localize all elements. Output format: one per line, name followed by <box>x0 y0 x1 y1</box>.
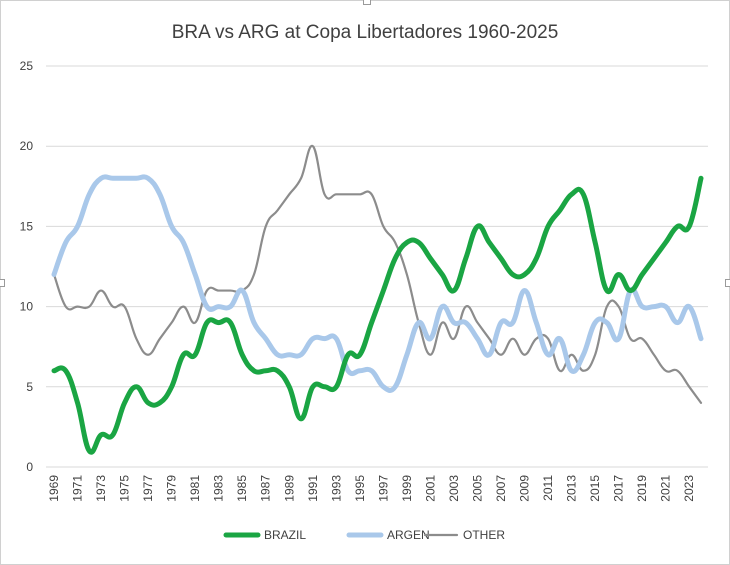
x-tick-label: 2005 <box>470 475 484 502</box>
y-tick-label: 25 <box>20 59 34 73</box>
y-tick-label: 5 <box>26 380 33 394</box>
x-tick-label: 2019 <box>635 475 649 502</box>
y-tick-label: 10 <box>20 300 34 314</box>
y-tick-label: 0 <box>26 460 33 474</box>
x-tick-label: 2021 <box>659 475 673 502</box>
y-tick-label: 15 <box>20 219 34 233</box>
x-tick-label: 1987 <box>259 475 273 502</box>
x-tick-label: 2011 <box>541 475 555 501</box>
x-tick-label: 1979 <box>165 475 179 502</box>
x-tick-label: 1993 <box>329 475 343 502</box>
x-tick-label: 1977 <box>141 475 155 502</box>
x-tick-label: 2017 <box>612 475 626 502</box>
x-tick-label: 2001 <box>423 475 437 502</box>
x-tick-label: 2007 <box>494 475 508 502</box>
x-tick-label: 1997 <box>376 475 390 502</box>
legend: BRAZIL ARGEN OTHER <box>223 528 505 542</box>
y-tick-label: 20 <box>20 139 34 153</box>
resize-handle-top[interactable] <box>363 0 371 5</box>
gridlines <box>46 65 708 468</box>
x-tick-label: 2023 <box>682 475 696 502</box>
resize-handle-left[interactable] <box>0 279 5 287</box>
x-tick-label: 1971 <box>71 475 85 502</box>
x-tick-label: 2015 <box>588 475 602 502</box>
x-tick-label: 1985 <box>235 475 249 502</box>
resize-handle-right[interactable] <box>725 279 730 287</box>
x-tick-label: 2003 <box>447 475 461 502</box>
legend-label-other: OTHER <box>463 528 505 542</box>
x-tick-label: 1973 <box>94 475 108 502</box>
x-tick-label: 1989 <box>282 475 296 502</box>
x-tick-label: 2013 <box>565 475 579 502</box>
x-tick-label: 1969 <box>47 475 61 502</box>
x-axis-ticks: 1969 1971 1973 1975 1977 1979 1981 1983 1985 1987… <box>47 475 696 502</box>
x-tick-label: 2009 <box>518 475 532 502</box>
y-axis-ticks: 0 5 10 15 20 25 <box>20 59 34 474</box>
series-lines <box>51 145 704 455</box>
legend-label-brazil: BRAZIL <box>264 528 306 542</box>
x-tick-label: 1999 <box>400 475 414 502</box>
x-tick-label: 1995 <box>353 475 367 502</box>
x-tick-label: 1981 <box>188 475 202 502</box>
series-line-brazil <box>51 175 704 455</box>
x-tick-label: 1983 <box>212 475 226 502</box>
x-tick-label: 1991 <box>306 475 320 502</box>
series-line-argen <box>51 174 704 393</box>
series-line-other <box>52 145 703 404</box>
chart-title: BRA vs ARG at Copa Libertadores 1960-202… <box>172 22 559 43</box>
legend-label-argen: ARGEN <box>387 528 430 542</box>
x-tick-label: 1975 <box>118 475 132 502</box>
